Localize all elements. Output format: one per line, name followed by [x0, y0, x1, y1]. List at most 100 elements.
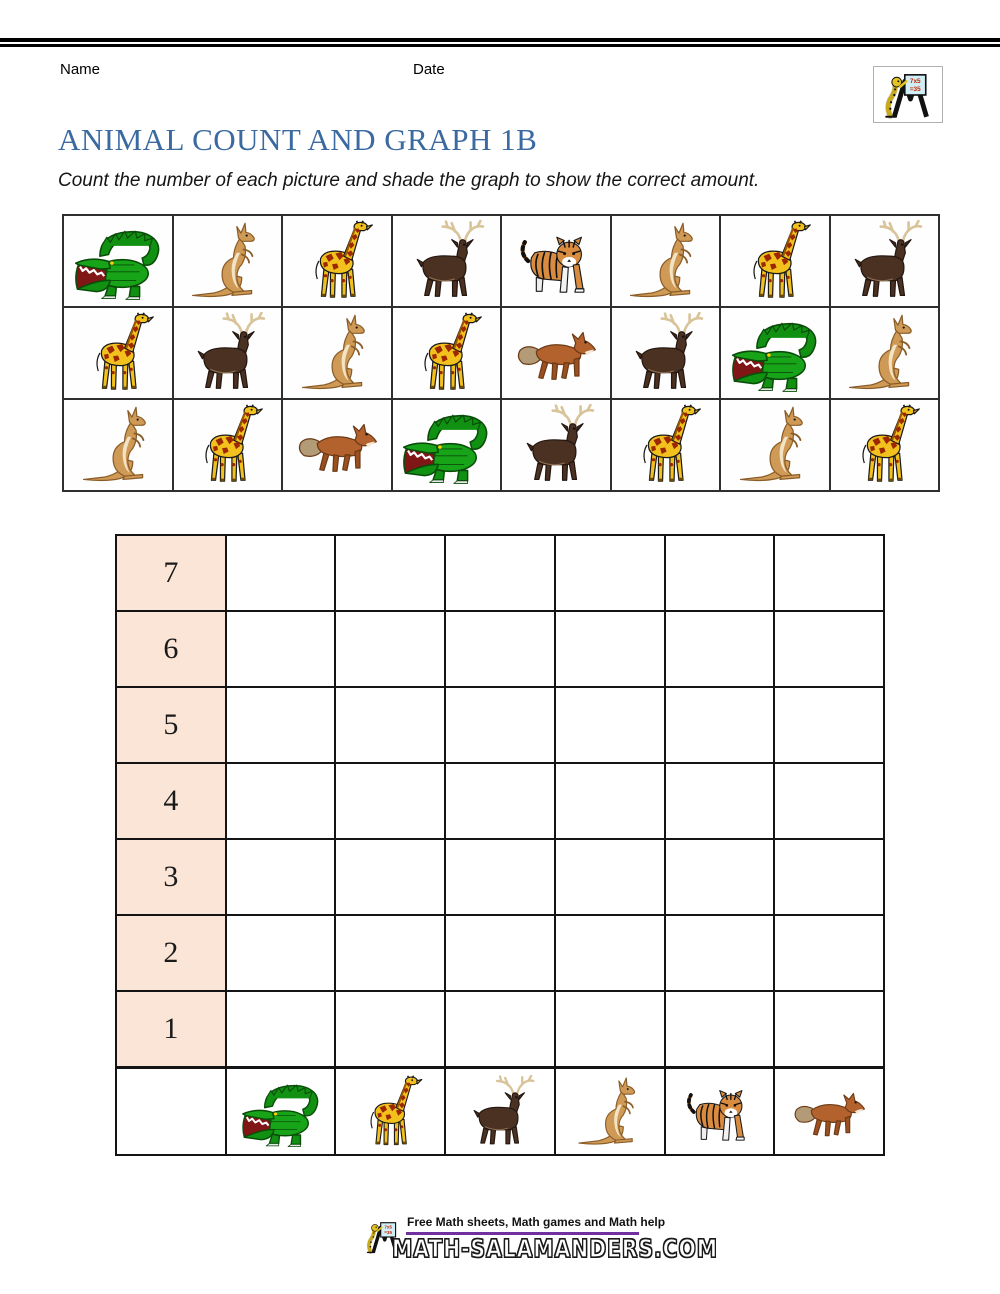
giraffe-icon	[834, 404, 934, 486]
graph-column-header-deer	[446, 1069, 554, 1154]
animal-cell-deer	[392, 216, 500, 306]
animal-cell-giraffe	[392, 308, 500, 398]
graph-cell-giraffe-7[interactable]	[336, 536, 445, 610]
deer-icon	[452, 1075, 548, 1149]
graph-cell-tiger-6[interactable]	[665, 612, 774, 686]
graph-cell-kangaroo-5[interactable]	[555, 688, 664, 762]
crocodile-icon	[396, 404, 496, 486]
kangaroo-icon	[562, 1075, 658, 1149]
graph-cell-fox-4[interactable]	[775, 764, 883, 838]
graph-cell-kangaroo-1[interactable]	[555, 992, 664, 1066]
kangaroo-icon	[287, 312, 387, 394]
deer-icon	[506, 404, 606, 486]
animal-cell-kangaroo	[721, 400, 829, 490]
graph-cell-kangaroo-6[interactable]	[555, 612, 664, 686]
instruction-text: Count the number of each picture and sha…	[58, 170, 760, 191]
giraffe-icon	[342, 1075, 438, 1149]
kangaroo-icon	[68, 404, 168, 486]
graph-cell-giraffe-1[interactable]	[336, 992, 445, 1066]
graph-cell-kangaroo-4[interactable]	[555, 764, 664, 838]
animal-cell-kangaroo	[173, 216, 281, 306]
graph-cell-deer-6[interactable]	[446, 612, 554, 686]
animal-cell-kangaroo	[283, 308, 391, 398]
graph-cell-kangaroo-7[interactable]	[555, 536, 664, 610]
graph-cell-giraffe-5[interactable]	[336, 688, 445, 762]
graph-cell-tiger-5[interactable]	[665, 688, 774, 762]
animal-cell-kangaroo	[64, 400, 172, 490]
animal-cell-kangaroo	[611, 216, 719, 306]
graph-cell-giraffe-3[interactable]	[336, 840, 445, 914]
animal-cell-tiger	[502, 216, 610, 306]
graph-cell-fox-3[interactable]	[775, 840, 883, 914]
graph-corner-cell	[117, 1069, 225, 1154]
graph-cell-fox-7[interactable]	[775, 536, 883, 610]
graph-cell-giraffe-2[interactable]	[336, 916, 445, 990]
animal-cell-fox	[283, 400, 391, 490]
animal-cell-deer	[611, 308, 719, 398]
crocodile-icon	[68, 220, 168, 302]
graph-row-label-3: 3	[117, 840, 225, 914]
graph-cell-deer-7[interactable]	[446, 536, 554, 610]
graph-cell-kangaroo-2[interactable]	[555, 916, 664, 990]
giraffe-icon	[725, 220, 825, 302]
graph-cell-deer-2[interactable]	[446, 916, 554, 990]
animal-cell-crocodile	[392, 400, 500, 490]
graph-cell-tiger-2[interactable]	[665, 916, 774, 990]
animal-cell-deer	[173, 308, 281, 398]
graph-cell-fox-5[interactable]	[775, 688, 883, 762]
graph-cell-crocodile-3[interactable]	[226, 840, 335, 914]
crocodile-icon	[725, 312, 825, 394]
animal-cell-deer	[830, 216, 938, 306]
graph-cell-tiger-4[interactable]	[665, 764, 774, 838]
graph-cell-crocodile-2[interactable]	[226, 916, 335, 990]
animal-cell-crocodile	[721, 308, 829, 398]
graph-cell-crocodile-5[interactable]	[226, 688, 335, 762]
animal-cell-giraffe	[611, 400, 719, 490]
graph-cell-tiger-7[interactable]	[665, 536, 774, 610]
graph-cell-crocodile-7[interactable]	[226, 536, 335, 610]
kangaroo-icon	[177, 220, 277, 302]
graph-cell-fox-2[interactable]	[775, 916, 883, 990]
tiger-icon	[671, 1075, 767, 1149]
graph-cell-crocodile-6[interactable]	[226, 612, 335, 686]
deer-icon	[177, 312, 277, 394]
graph-cell-fox-6[interactable]	[775, 612, 883, 686]
giraffe-icon	[177, 404, 277, 486]
animal-cell-deer	[502, 400, 610, 490]
graph-bottom-row	[117, 1069, 883, 1154]
graph-row-label-2: 2	[117, 916, 225, 990]
graph-row-label-4: 4	[117, 764, 225, 838]
graph-cell-kangaroo-3[interactable]	[555, 840, 664, 914]
fox-icon	[287, 404, 387, 486]
animal-cell-fox	[502, 308, 610, 398]
animal-cell-giraffe	[173, 400, 281, 490]
graph-cell-deer-3[interactable]	[446, 840, 554, 914]
graph-cell-tiger-3[interactable]	[665, 840, 774, 914]
giraffe-icon	[287, 220, 387, 302]
graph-cell-deer-1[interactable]	[446, 992, 554, 1066]
graph-cell-deer-5[interactable]	[446, 688, 554, 762]
graph-cell-deer-4[interactable]	[446, 764, 554, 838]
giraffe-icon	[68, 312, 168, 394]
footer-underline	[406, 1232, 639, 1235]
graph-column-header-tiger	[665, 1069, 774, 1154]
graph-cell-giraffe-6[interactable]	[336, 612, 445, 686]
salamander-logo-icon	[877, 70, 939, 120]
graph-cell-crocodile-1[interactable]	[226, 992, 335, 1066]
graph-cell-tiger-1[interactable]	[665, 992, 774, 1066]
graph-row-label-1: 1	[117, 992, 225, 1066]
header-logo	[873, 66, 943, 123]
animal-cell-giraffe	[830, 400, 938, 490]
name-label: Name	[60, 61, 101, 78]
animal-cell-giraffe	[283, 216, 391, 306]
animal-cell-giraffe	[721, 216, 829, 306]
footer-wordmark: MATH-SALAMANDERS.COM	[391, 1233, 718, 1263]
graph-cell-crocodile-4[interactable]	[226, 764, 335, 838]
graph-row-label-7: 7	[117, 536, 225, 610]
animal-cell-crocodile	[64, 216, 172, 306]
page-title: ANIMAL COUNT AND GRAPH 1B	[58, 122, 538, 157]
footer-tagline: Free Math sheets, Math games and Math he…	[407, 1215, 666, 1229]
graph-cell-fox-1[interactable]	[775, 992, 883, 1066]
graph-cell-giraffe-4[interactable]	[336, 764, 445, 838]
